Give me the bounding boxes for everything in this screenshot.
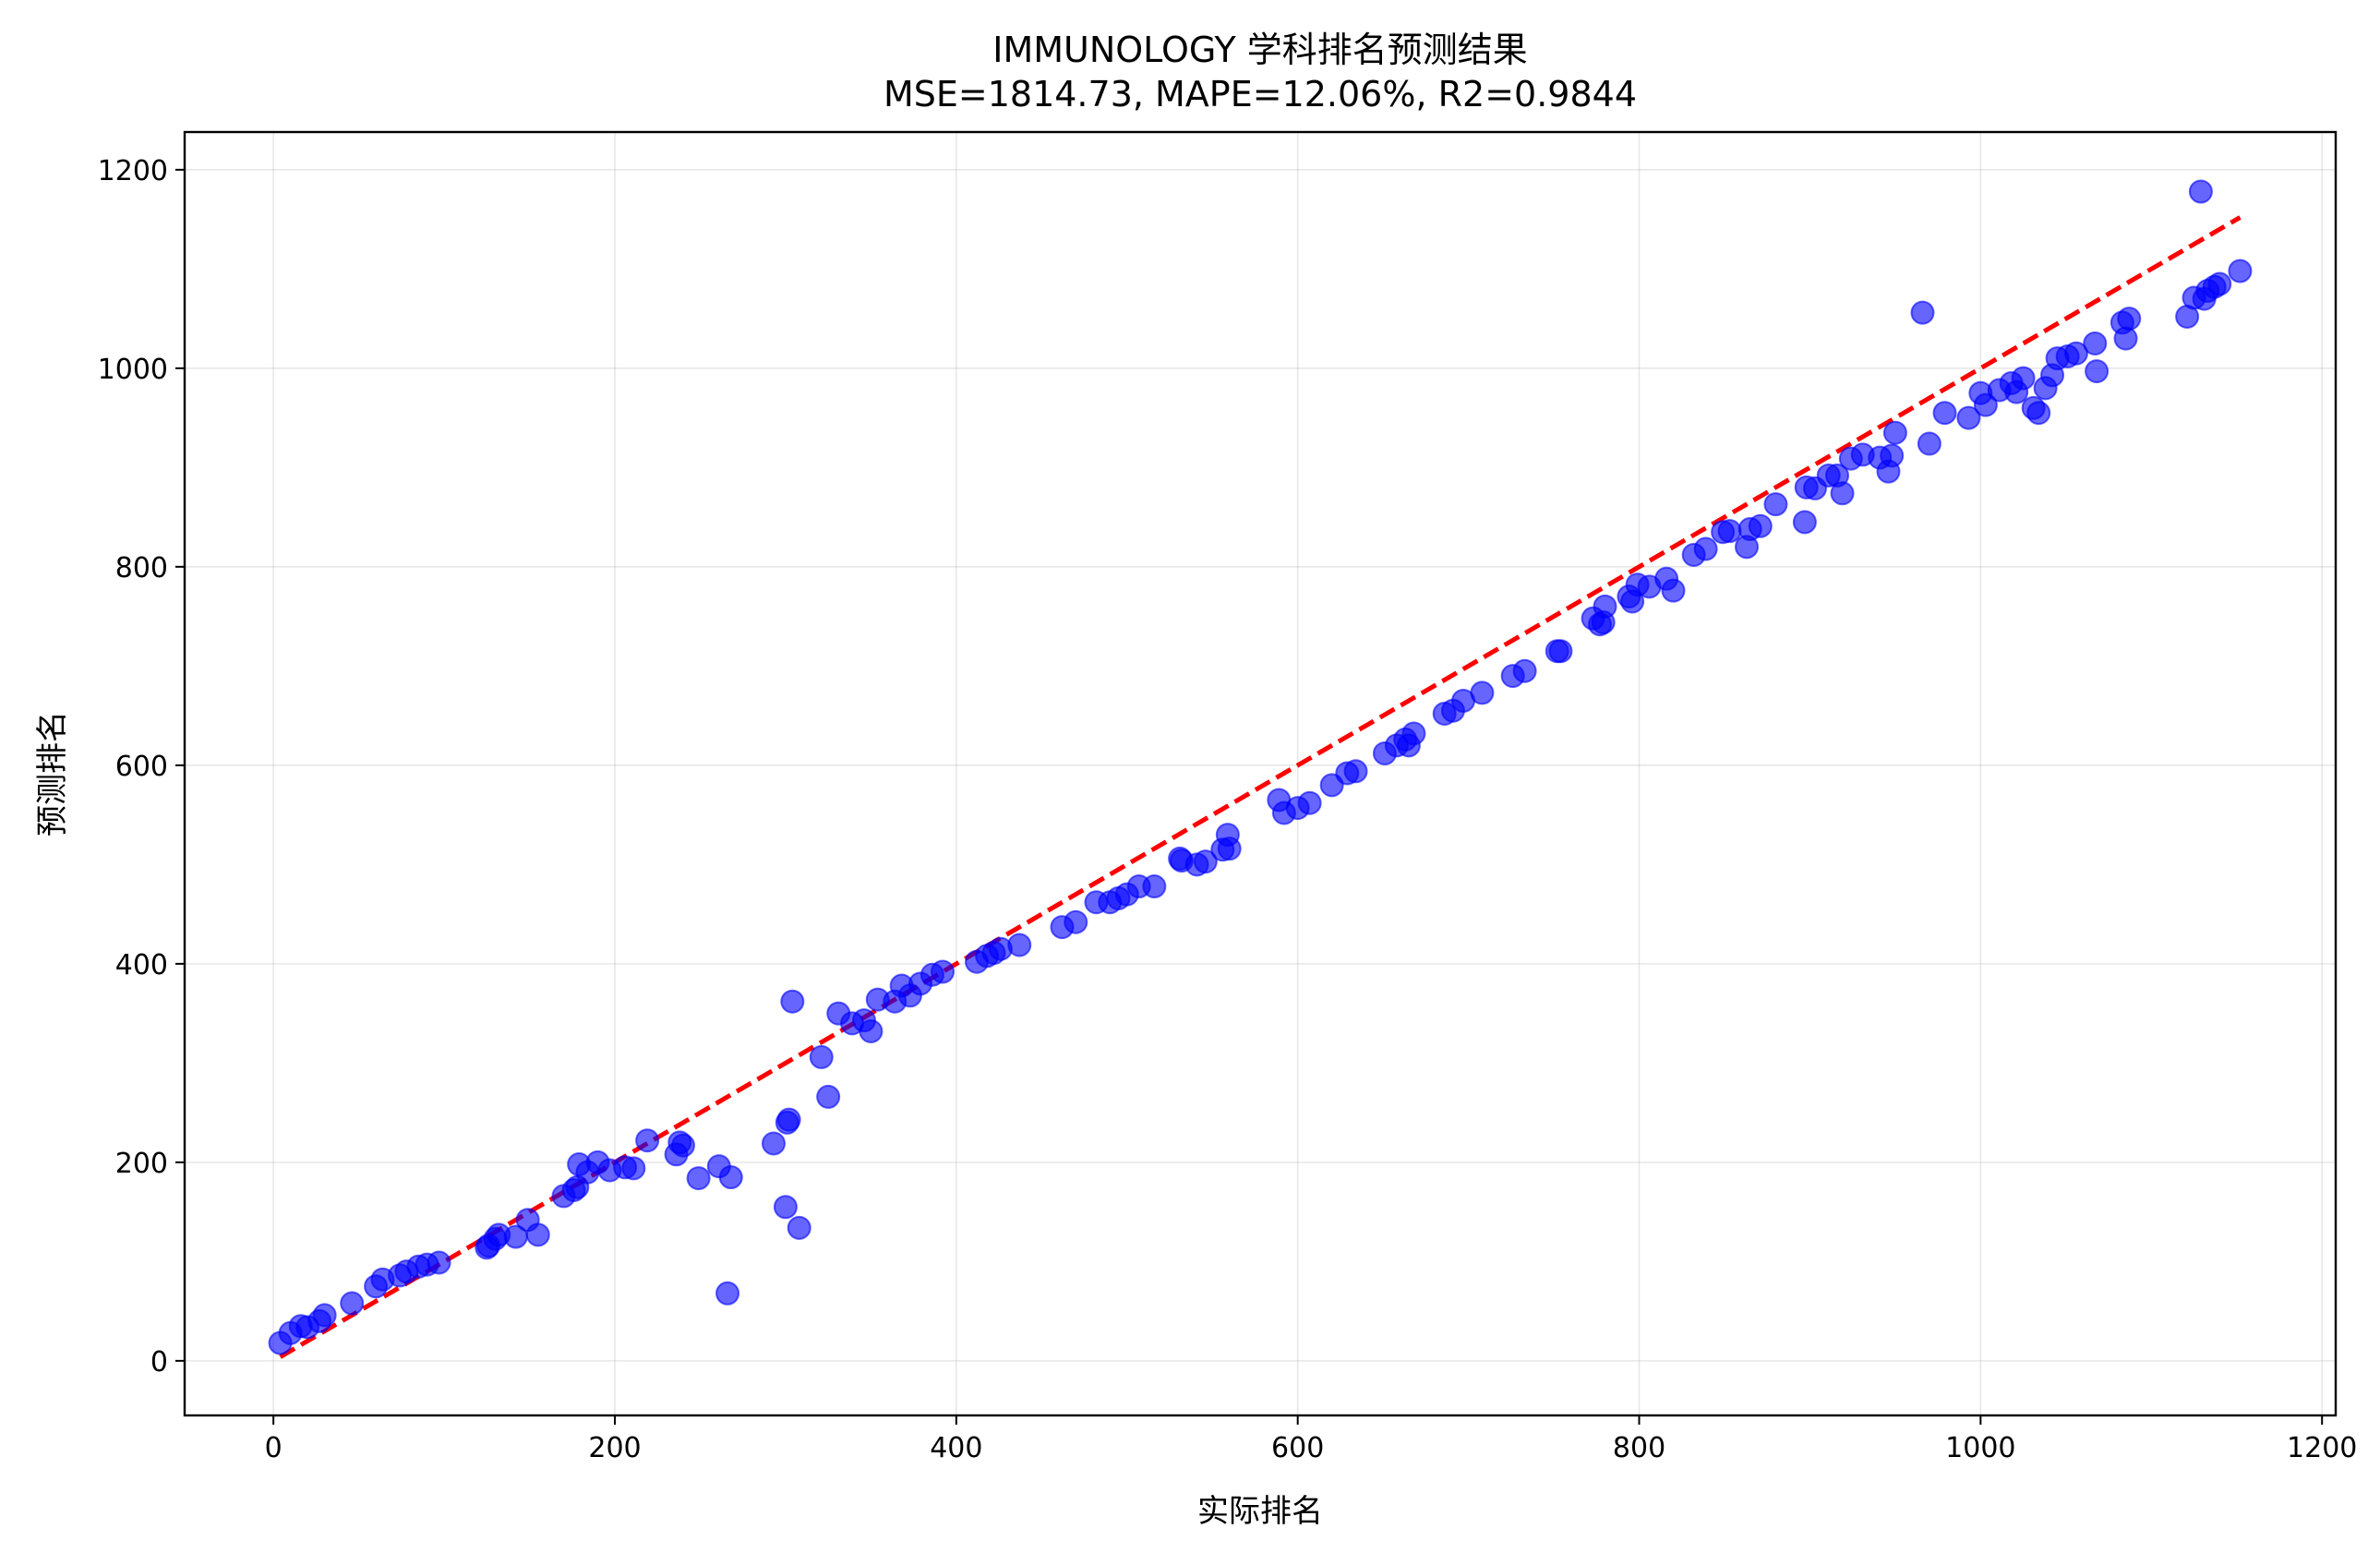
data-point [1910,300,1935,325]
x-tick-label: 800 [1613,1432,1665,1464]
data-point [931,959,956,984]
data-point [2026,401,2051,426]
data-point [2083,331,2108,355]
data-point [773,1195,798,1220]
data-point [686,1166,711,1191]
data-point [1917,431,1941,456]
data-point [1593,594,1617,619]
x-tick-label: 1200 [2287,1432,2357,1464]
data-point [312,1303,337,1328]
data-point [1470,680,1495,705]
data-point [1343,759,1368,784]
y-tick-label: 400 [115,949,168,981]
x-tick-label: 200 [588,1432,641,1464]
axis-ticks: 0 200 400 600 800 1000 1200 0 200 400 600 800 1000 12… [98,155,2358,1464]
data-point [816,1084,841,1109]
data-point [1830,481,1855,506]
y-tick-label: 0 [150,1346,168,1378]
data-point [809,1044,834,1069]
x-tick-label: 1000 [1945,1432,2015,1464]
y-tick-label: 600 [115,751,168,783]
data-point [1693,536,1718,561]
data-point [2011,366,2036,391]
data-point [2188,179,2213,204]
data-point [1548,639,1573,664]
data-point [427,1250,451,1275]
x-axis-label: 实际排名 [1197,1493,1323,1530]
x-tick-label: 400 [930,1432,982,1464]
data-point [1297,790,1322,815]
data-point [859,1018,883,1043]
data-point [718,1164,743,1189]
data-point [1956,405,1981,430]
data-points [268,179,2253,1355]
data-point [1007,933,1032,957]
y-tick-label: 800 [115,552,168,584]
data-point [787,1215,811,1240]
data-point [1792,510,1817,535]
data-point [776,1107,801,1132]
data-point [2113,326,2138,351]
data-point [1401,721,1426,746]
grid-lines [185,132,2336,1415]
data-point [1064,909,1088,934]
data-point [1193,849,1218,874]
plot-frame [183,130,2338,1417]
data-point [1880,443,1905,468]
data-point [1217,837,1242,861]
data-point [621,1156,646,1181]
data-point [1142,874,1167,899]
data-point [2063,341,2088,366]
y-axis-label: 预测排名 [34,711,71,837]
chart-subtitle: MSE=1814.73, MAPE=12.06%, R2=0.9844 [883,74,1637,114]
data-point [635,1128,660,1153]
chart-title: IMMUNOLOGY 学科排名预测结果 [992,30,1528,70]
reference-line-group [279,215,2242,1359]
data-point [340,1291,365,1316]
y-tick-label: 200 [115,1148,168,1180]
data-point [2207,271,2232,296]
reference-line [279,215,2242,1359]
data-point [1973,392,1998,417]
data-point [780,989,805,1014]
data-point [525,1222,550,1247]
data-point [1932,401,1957,426]
y-tick-label: 1200 [98,155,168,187]
y-tick-label: 1000 [98,354,168,386]
data-point [1512,658,1537,683]
data-point [761,1131,786,1156]
data-point [2085,359,2110,384]
data-point [1717,519,1742,544]
data-point [715,1281,740,1306]
x-tick-label: 0 [265,1432,282,1464]
data-point [1661,578,1686,603]
data-point [1748,513,1773,538]
data-point [2228,259,2253,283]
data-point [1763,492,1788,517]
x-tick-label: 600 [1271,1432,1324,1464]
data-point [2117,307,2142,331]
data-point [1882,420,1907,445]
data-point [670,1133,695,1158]
